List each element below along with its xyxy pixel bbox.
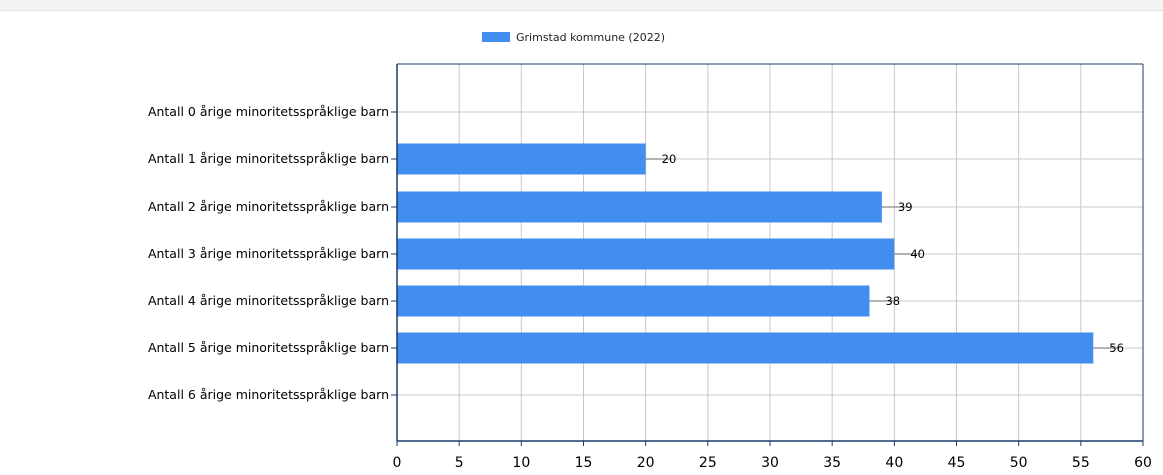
x-tick-label-15: 15 <box>575 455 593 471</box>
axis-layer <box>391 63 1144 446</box>
x-tick-label-50: 50 <box>1010 455 1028 471</box>
x-tick-label-55: 55 <box>1072 455 1090 471</box>
data-label-3: 40 <box>910 247 925 261</box>
data-label-1: 20 <box>662 152 677 166</box>
bar-layer <box>397 143 1094 364</box>
label-layer: 0 5 10 15 20 25 30 35 40 45 50 55 60 Antall 0 årige m… <box>148 104 1152 471</box>
legend-swatch <box>482 32 510 42</box>
category-label-5: Antall 5 årige minoritetsspråklige barn <box>148 340 389 355</box>
bar-2 <box>397 191 882 223</box>
x-tick-label-45: 45 <box>948 455 966 471</box>
bar-5 <box>397 332 1094 364</box>
category-label-3: Antall 3 årige minoritetsspråklige barn <box>148 246 389 261</box>
bar-4 <box>397 285 870 317</box>
x-tick-label-40: 40 <box>885 455 903 471</box>
category-label-0: Antall 0 årige minoritetsspråklige barn <box>148 104 389 119</box>
x-tick-label-5: 5 <box>455 455 464 471</box>
bar-3 <box>397 238 895 270</box>
data-label-5: 56 <box>1109 341 1124 355</box>
bar-1 <box>397 143 646 175</box>
category-label-1: Antall 1 årige minoritetsspråklige barn <box>148 151 389 166</box>
category-label-2: Antall 2 årige minoritetsspråklige barn <box>148 199 389 214</box>
category-label-6: Antall 6 årige minoritetsspråklige barn <box>148 387 389 402</box>
x-tick-label-20: 20 <box>637 455 655 471</box>
frame-top-strip <box>0 0 1163 11</box>
x-tick-label-25: 25 <box>699 455 717 471</box>
x-tick-label-60: 60 <box>1134 455 1152 471</box>
x-tick-label-35: 35 <box>823 455 841 471</box>
data-label-4: 38 <box>885 294 900 308</box>
x-tick-label-0: 0 <box>393 455 402 471</box>
legend: Grimstad kommune (2022) <box>482 30 665 44</box>
legend-label: Grimstad kommune (2022) <box>516 30 666 44</box>
x-tick-label-30: 30 <box>761 455 779 471</box>
x-tick-label-10: 10 <box>512 455 530 471</box>
data-label-2: 39 <box>898 200 913 214</box>
category-label-4: Antall 4 årige minoritetsspråklige barn <box>148 293 389 308</box>
